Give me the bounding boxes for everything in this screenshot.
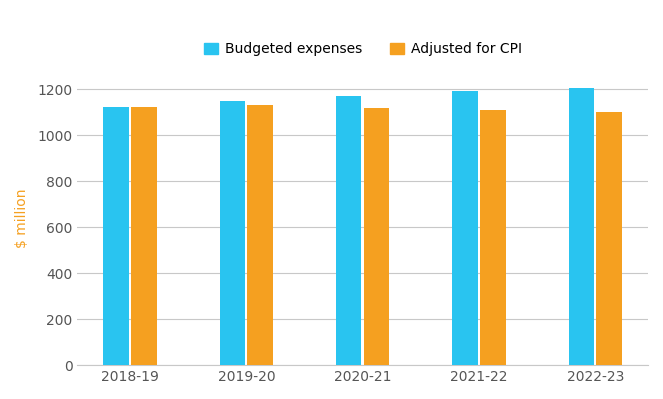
Bar xyxy=(569,88,594,365)
Bar xyxy=(364,108,389,365)
Bar xyxy=(131,107,156,365)
Bar xyxy=(219,101,245,365)
Y-axis label: $ million: $ million xyxy=(15,188,29,248)
Bar xyxy=(247,105,273,365)
Bar xyxy=(597,113,622,365)
Bar xyxy=(103,107,129,365)
Bar xyxy=(336,96,361,365)
Bar xyxy=(480,110,506,365)
Legend: Budgeted expenses, Adjusted for CPI: Budgeted expenses, Adjusted for CPI xyxy=(198,37,527,62)
Bar xyxy=(452,91,478,365)
